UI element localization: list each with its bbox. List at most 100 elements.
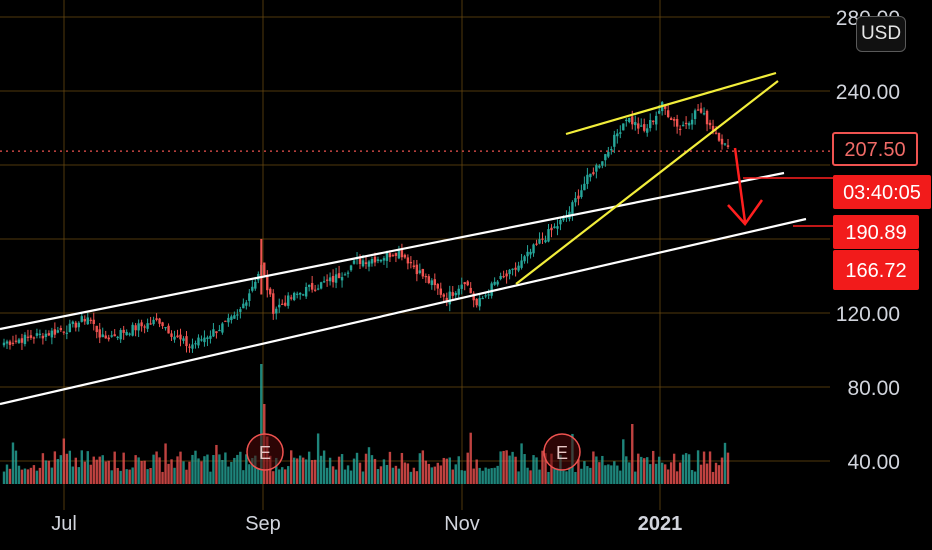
- candle-body: [601, 161, 604, 166]
- price-label: 207.50: [832, 132, 918, 166]
- candle-body: [331, 275, 335, 283]
- volume-bar: [325, 467, 329, 484]
- volume-bar: [604, 465, 607, 484]
- candle-body: [681, 124, 685, 127]
- volume-bar: [711, 471, 715, 484]
- candle-body: [529, 251, 532, 255]
- candle-body: [604, 154, 607, 161]
- volume-bar: [660, 462, 664, 484]
- candle-body: [436, 284, 440, 289]
- volume-bar: [373, 458, 377, 484]
- volume-bar: [427, 463, 431, 484]
- candle-body: [463, 282, 466, 285]
- volume-bar: [358, 462, 362, 484]
- candle-body: [251, 286, 254, 291]
- candle-body: [637, 123, 640, 129]
- volume-bar: [170, 459, 173, 484]
- volume-bar: [669, 462, 673, 484]
- candle-body: [149, 323, 152, 325]
- candle-body: [367, 261, 371, 267]
- volume-bar: [705, 463, 709, 484]
- candle-body: [301, 294, 305, 296]
- candle-body: [403, 254, 407, 258]
- candle-body: [254, 281, 257, 289]
- volume-bar: [74, 457, 78, 484]
- candle-body: [233, 315, 236, 319]
- volume-bar: [382, 459, 386, 484]
- candle-body: [62, 331, 66, 333]
- candle-body: [47, 333, 51, 336]
- volume-bar: [224, 452, 227, 484]
- candle-body: [720, 138, 724, 145]
- volume-bar: [191, 454, 194, 484]
- volume-bar: [41, 453, 45, 484]
- volume-bar: [137, 457, 140, 484]
- candle-body: [310, 283, 314, 290]
- volume-bar: [122, 452, 125, 484]
- candle-body: [92, 319, 95, 324]
- arrow-head: [727, 199, 764, 227]
- volume-bar: [197, 458, 200, 484]
- volume-bar: [161, 471, 164, 484]
- volume-bar: [331, 466, 335, 484]
- candle-body: [631, 116, 634, 125]
- candle-body: [684, 122, 688, 125]
- candle-body: [14, 340, 18, 342]
- currency-button[interactable]: USD: [856, 16, 906, 52]
- volume-bar: [520, 443, 523, 484]
- candle-body: [322, 281, 326, 283]
- candle-body: [215, 331, 218, 334]
- volume-bar: [583, 461, 586, 484]
- volume-bar: [388, 451, 392, 484]
- volume-bar: [313, 459, 317, 484]
- volume-bar: [598, 462, 601, 484]
- candle-body: [397, 248, 401, 259]
- volume-bar: [451, 469, 454, 484]
- candle-body: [592, 172, 595, 175]
- volume-bar: [11, 442, 15, 484]
- volume-bar: [391, 467, 395, 484]
- candle-body: [484, 295, 487, 297]
- volume-bar: [589, 467, 592, 484]
- candle-body: [705, 110, 709, 125]
- volume-bar: [131, 467, 134, 484]
- candle-body: [248, 293, 251, 301]
- volume-bar: [634, 471, 637, 484]
- candle-body: [490, 283, 493, 296]
- candle-body: [696, 109, 700, 111]
- candle-body: [346, 272, 350, 274]
- y-tick-label: 80.00: [847, 377, 900, 400]
- x-tick-label: Nov: [444, 513, 480, 535]
- candle-body: [550, 227, 553, 231]
- price-label: 190.89: [833, 215, 919, 249]
- y-tick-label: 40.00: [847, 451, 900, 474]
- volume-bar: [95, 459, 98, 484]
- volume-bar: [188, 461, 191, 484]
- candle-body: [218, 329, 221, 332]
- volume-bar: [53, 451, 57, 484]
- candle-body: [562, 216, 565, 221]
- volume-bar: [284, 469, 287, 484]
- candle-body: [343, 274, 347, 276]
- volume-bar: [681, 454, 685, 484]
- candle-body: [699, 108, 703, 113]
- candle-body: [439, 288, 442, 295]
- candle-body: [654, 115, 658, 125]
- candle-body: [454, 292, 457, 296]
- candle-body: [53, 329, 57, 335]
- candle-body: [269, 288, 272, 295]
- candle-body: [370, 258, 374, 264]
- volume-bar: [439, 465, 442, 484]
- volume-bar: [77, 467, 80, 484]
- volume-bar: [726, 452, 730, 484]
- volume-bar: [616, 465, 619, 484]
- candle-body: [122, 329, 125, 333]
- volume-bar: [702, 451, 706, 484]
- candle-body: [502, 276, 505, 278]
- volume-bar: [448, 457, 451, 484]
- volume-bar: [134, 455, 137, 484]
- wedge-upper-line: [565, 71, 777, 136]
- candle-body: [669, 118, 673, 121]
- candle-body: [541, 238, 544, 240]
